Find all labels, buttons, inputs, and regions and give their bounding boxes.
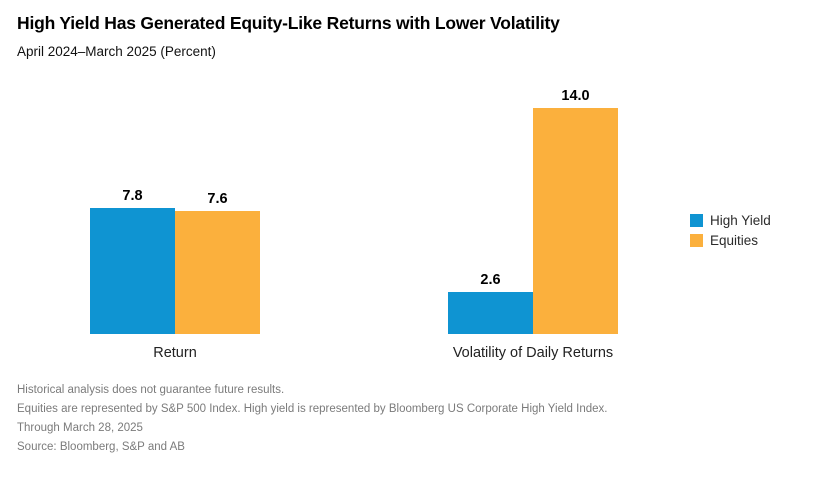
bar-equities-return: 7.6 — [175, 191, 260, 334]
legend-item-high-yield: High Yield — [690, 213, 771, 228]
legend-swatch-icon — [690, 214, 703, 227]
legend-label: High Yield — [710, 213, 771, 228]
legend: High Yield Equities — [690, 213, 771, 253]
bar-high-yield-volatility-of-daily-returns: 2.6 — [448, 272, 533, 334]
bar-value-label: 2.6 — [480, 272, 501, 288]
legend-swatch-icon — [690, 234, 703, 247]
chart-subtitle: April 2024–March 2025 (Percent) — [17, 44, 216, 59]
bar-group-volatility: Volatility of Daily Returns 2.6 14.0 — [448, 88, 618, 361]
footnote-source: Source: Bloomberg, S&P and AB — [17, 441, 185, 453]
footnote-disclaimer: Historical analysis does not guarantee f… — [17, 384, 285, 396]
chart-title: High Yield Has Generated Equity-Like Ret… — [17, 13, 560, 33]
footnotes: Historical analysis does not guarantee f… — [17, 381, 607, 457]
bar-chart-plot: Return 7.8 7.6 Volatility of Daily Return… — [0, 80, 822, 361]
category-label-volatility: Volatility of Daily Returns — [452, 345, 614, 361]
category-label-return: Return — [153, 345, 197, 361]
bar-value-label: 7.6 — [207, 191, 228, 208]
legend-label: Equities — [710, 233, 759, 248]
bar-group-return: Return 7.8 7.6 — [90, 188, 260, 361]
bar-high-yield-return: 7.8 — [90, 188, 175, 334]
bar-value-label: 14.0 — [561, 88, 590, 104]
bar-equities-volatility-of-daily-returns: 14.0 — [533, 88, 618, 334]
bar-value-label: 7.8 — [122, 188, 143, 205]
legend-item-equities: Equities — [690, 233, 771, 248]
footnote-index-definitions: Equities are represented by S&P 500 Inde… — [17, 403, 608, 415]
footnote-as-of-date: Through March 28, 2025 — [17, 422, 143, 434]
